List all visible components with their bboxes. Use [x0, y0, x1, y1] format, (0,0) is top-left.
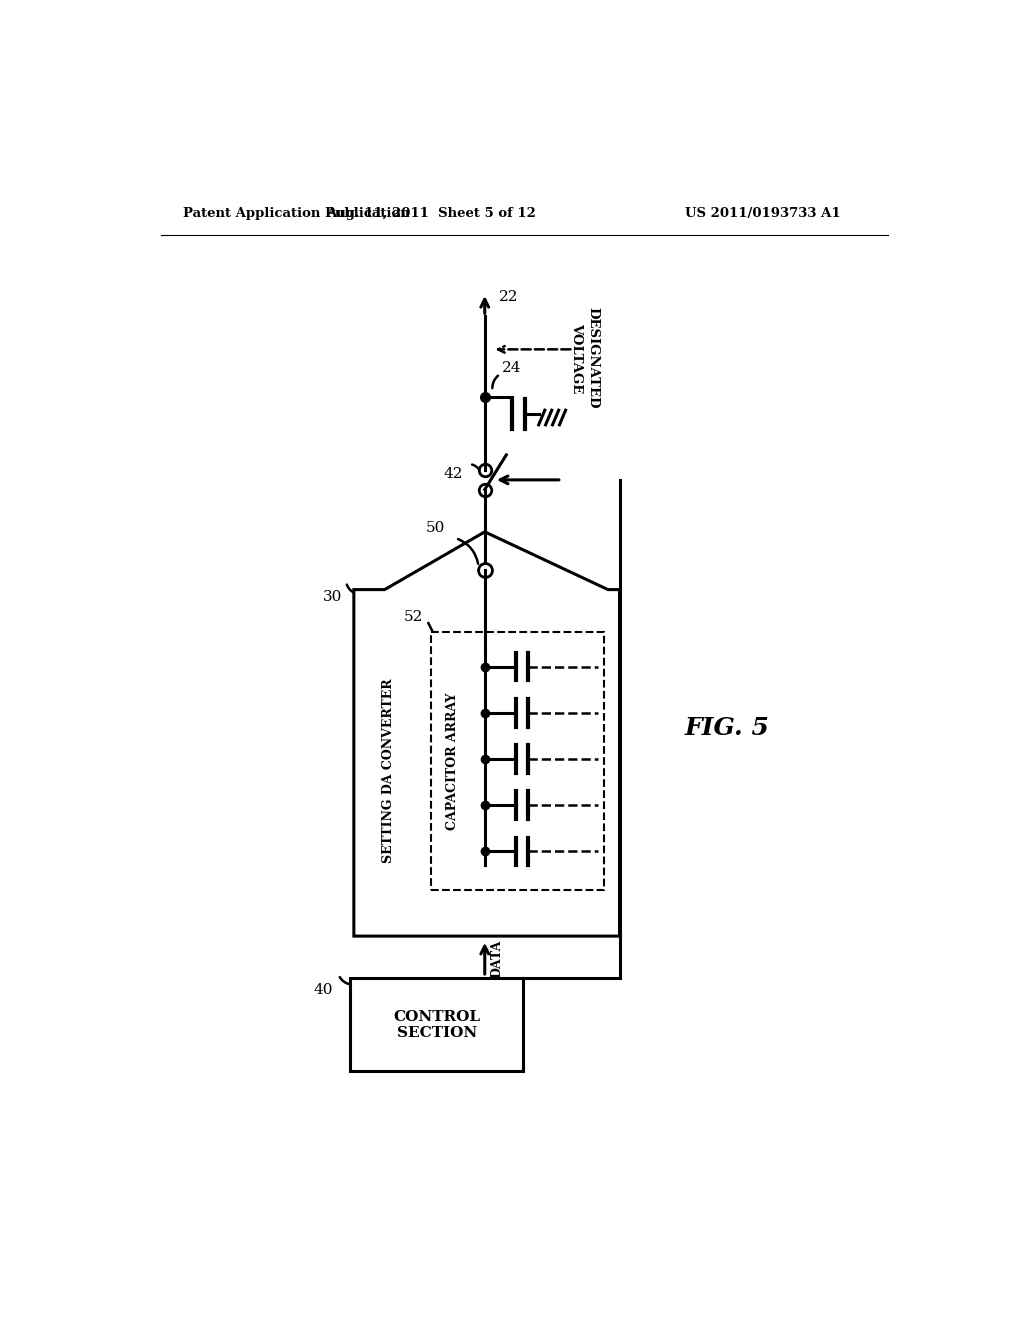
Text: Aug. 11, 2011  Sheet 5 of 12: Aug. 11, 2011 Sheet 5 of 12 — [326, 207, 536, 220]
Text: US 2011/0193733 A1: US 2011/0193733 A1 — [685, 207, 841, 220]
Text: 42: 42 — [443, 467, 463, 480]
Bar — [431, 632, 604, 890]
Text: CONTROL
SECTION: CONTROL SECTION — [393, 1010, 480, 1040]
Text: 22: 22 — [499, 290, 518, 304]
Text: 40: 40 — [313, 983, 333, 997]
Text: 30: 30 — [323, 590, 342, 605]
Text: 52: 52 — [403, 610, 423, 623]
Text: FIG. 5: FIG. 5 — [685, 717, 770, 741]
Text: 50: 50 — [425, 521, 444, 535]
Text: CAPACITOR ARRAY: CAPACITOR ARRAY — [445, 692, 459, 830]
Bar — [350, 978, 523, 1071]
Text: 24: 24 — [502, 360, 521, 375]
Text: DESIGNATED
VOLTAGE: DESIGNATED VOLTAGE — [570, 308, 599, 408]
Text: Patent Application Publication: Patent Application Publication — [183, 207, 410, 220]
Polygon shape — [354, 532, 620, 936]
Text: SETTING DA CONVERTER: SETTING DA CONVERTER — [382, 678, 395, 863]
Text: DATA: DATA — [490, 940, 504, 978]
